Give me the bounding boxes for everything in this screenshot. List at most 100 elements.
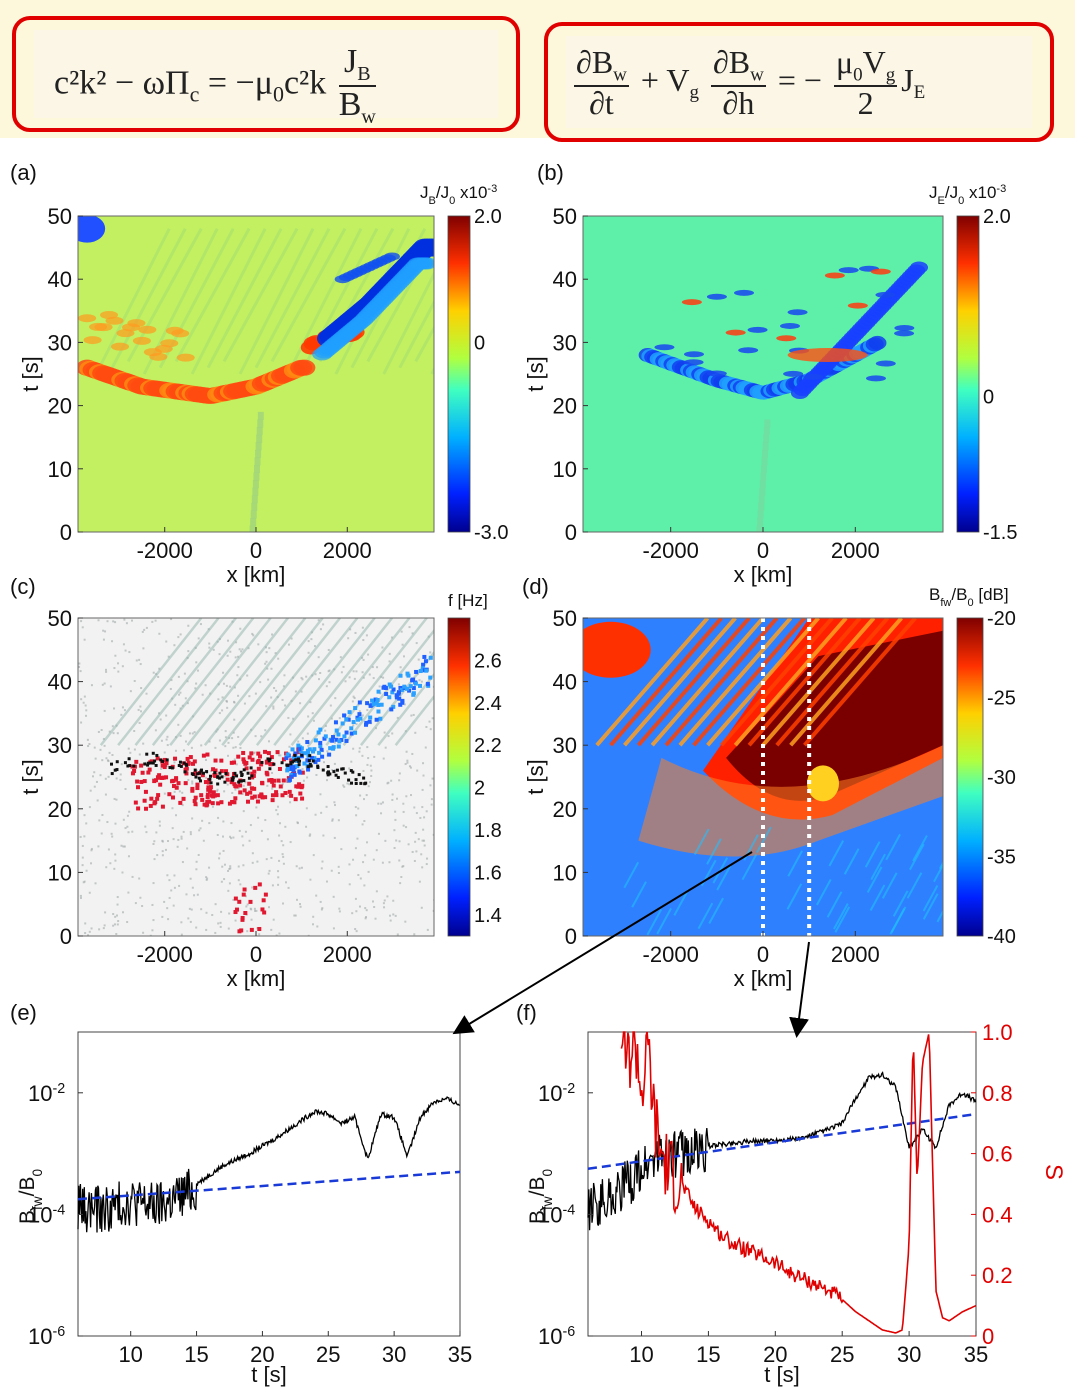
scatter-point-gray	[371, 666, 374, 669]
scatter-point-gray	[190, 746, 193, 749]
scatter-point-gray	[126, 825, 129, 828]
noise-streak	[828, 840, 845, 867]
equation-left: c²k² − ωΠc = −μ0c²k JB Bw	[54, 43, 376, 128]
scatter-point-gray	[231, 737, 234, 740]
scatter-point-gray	[305, 825, 308, 828]
scatter-point-gray	[226, 706, 229, 709]
scatter-point-gray	[383, 899, 386, 902]
scatter-point-gray	[405, 750, 408, 753]
scatter-point-gray	[371, 900, 374, 903]
scatter-point-gray	[107, 775, 110, 778]
scatter-point-gray	[364, 907, 367, 910]
noise-streak	[864, 841, 881, 868]
scatter-point-gray	[153, 858, 156, 861]
scatter-point-gray	[133, 679, 136, 682]
scatter-point-blue	[357, 712, 362, 717]
scatter-point-gray	[171, 827, 174, 830]
scatter-point-gray	[395, 839, 398, 842]
scatter-point-black	[218, 771, 222, 775]
x-tick-label: 10	[118, 1342, 142, 1367]
scatter-point-gray	[205, 758, 208, 761]
panel-f: (f) 10 15 20 25 30 35 10-2 10-4 10-6 t [s] Bfw/B0 1.…	[516, 1000, 1067, 1387]
scatter-point-gray	[372, 858, 375, 861]
scatter-point-red	[293, 797, 298, 802]
scatter-point-gray	[195, 661, 198, 664]
scatter-point-gray	[400, 630, 403, 633]
field-d	[583, 618, 943, 936]
scatter-point-gray	[174, 703, 177, 706]
scatter-point-red	[274, 790, 279, 795]
scatter-point-gray	[208, 646, 211, 649]
scatter-point-gray	[81, 864, 84, 867]
scatter-point-gray	[127, 855, 130, 858]
scatter-point-gray	[223, 790, 226, 793]
scatter-point-blue	[292, 765, 297, 770]
scatter-point-gray	[426, 857, 429, 860]
scatter-point-gray	[152, 882, 155, 885]
x-tick-label: 2000	[831, 538, 880, 563]
scatter-point-gray	[124, 787, 127, 790]
scatter-point-gray	[348, 767, 351, 770]
noise-streak	[716, 864, 732, 891]
x-axis-label: x [km]	[227, 966, 286, 991]
scatter-point-blue	[309, 755, 314, 760]
scatter-point-gray	[143, 628, 146, 631]
scatter-point-black	[126, 764, 130, 768]
scatter-point-red	[206, 785, 211, 790]
scatter-point-red	[257, 882, 262, 887]
stria-a	[222, 227, 299, 363]
scatter-point-black	[250, 774, 254, 778]
scatter-point-gray	[389, 919, 392, 922]
scatter-streak	[151, 618, 255, 746]
scatter-point-red	[264, 759, 269, 764]
scatter-point-red	[253, 885, 258, 890]
scatter-point-black	[146, 763, 150, 767]
scatter-point-gray	[232, 746, 235, 749]
stem-mark-b	[757, 510, 764, 519]
scatter-point-gray	[145, 626, 148, 629]
scatter-point-blue	[423, 659, 428, 664]
scatter-point-blue	[389, 684, 394, 689]
scatter-point-gray	[264, 819, 267, 822]
scatter-point-blue	[344, 730, 349, 735]
colorbar-title: Bfw/B0 [dB]	[929, 585, 1009, 609]
scatter-point-gray	[326, 750, 329, 753]
scatter-point-red	[276, 778, 281, 783]
scatter-point-red	[157, 773, 162, 778]
scatter-streak	[307, 618, 411, 746]
scatter-point-blue	[406, 673, 411, 678]
scatter-point-blue	[411, 692, 416, 697]
scatter-point-gray	[238, 648, 241, 651]
scatter-point-red	[275, 750, 280, 755]
scatter-point-gray	[234, 746, 237, 749]
scatter-point-red	[211, 794, 216, 799]
scatter-point-blue	[376, 689, 381, 694]
scatter-point-gray	[152, 919, 155, 922]
scatter-point-blue	[417, 683, 422, 688]
scatter-point-blue	[340, 721, 345, 726]
scatter-point-gray	[277, 876, 280, 879]
scatter-point-blue	[420, 666, 425, 671]
scatter-point-gray	[359, 794, 362, 797]
positive-arc-mark	[105, 316, 124, 325]
scatter-point-gray	[129, 690, 132, 693]
scatter-point-red	[160, 763, 165, 768]
scatter-point-gray	[312, 854, 315, 857]
scatter-point-gray	[364, 917, 367, 920]
scatter-point-gray	[140, 687, 143, 690]
scatter-point-blue	[334, 728, 339, 733]
scatter-point-gray	[251, 852, 254, 855]
scatter-point-gray	[155, 831, 158, 834]
scatter-point-gray	[266, 838, 269, 841]
scatter-point-gray	[225, 700, 228, 703]
scatter-point-gray	[172, 904, 175, 907]
y-tick-label: 0	[60, 520, 72, 545]
scatter-point-blue	[387, 682, 392, 687]
equation-box-right: ∂Bw ∂t + Vg ∂Bw ∂h = − μ0Vg 2 JE	[544, 22, 1054, 142]
stem-mark-a	[257, 419, 264, 428]
scatter-point-gray	[87, 745, 90, 748]
scatter-point-red	[283, 790, 288, 795]
scatter-point-gray	[78, 662, 81, 665]
scatter-point-gray	[287, 886, 290, 889]
scatter-point-blue	[317, 750, 322, 755]
